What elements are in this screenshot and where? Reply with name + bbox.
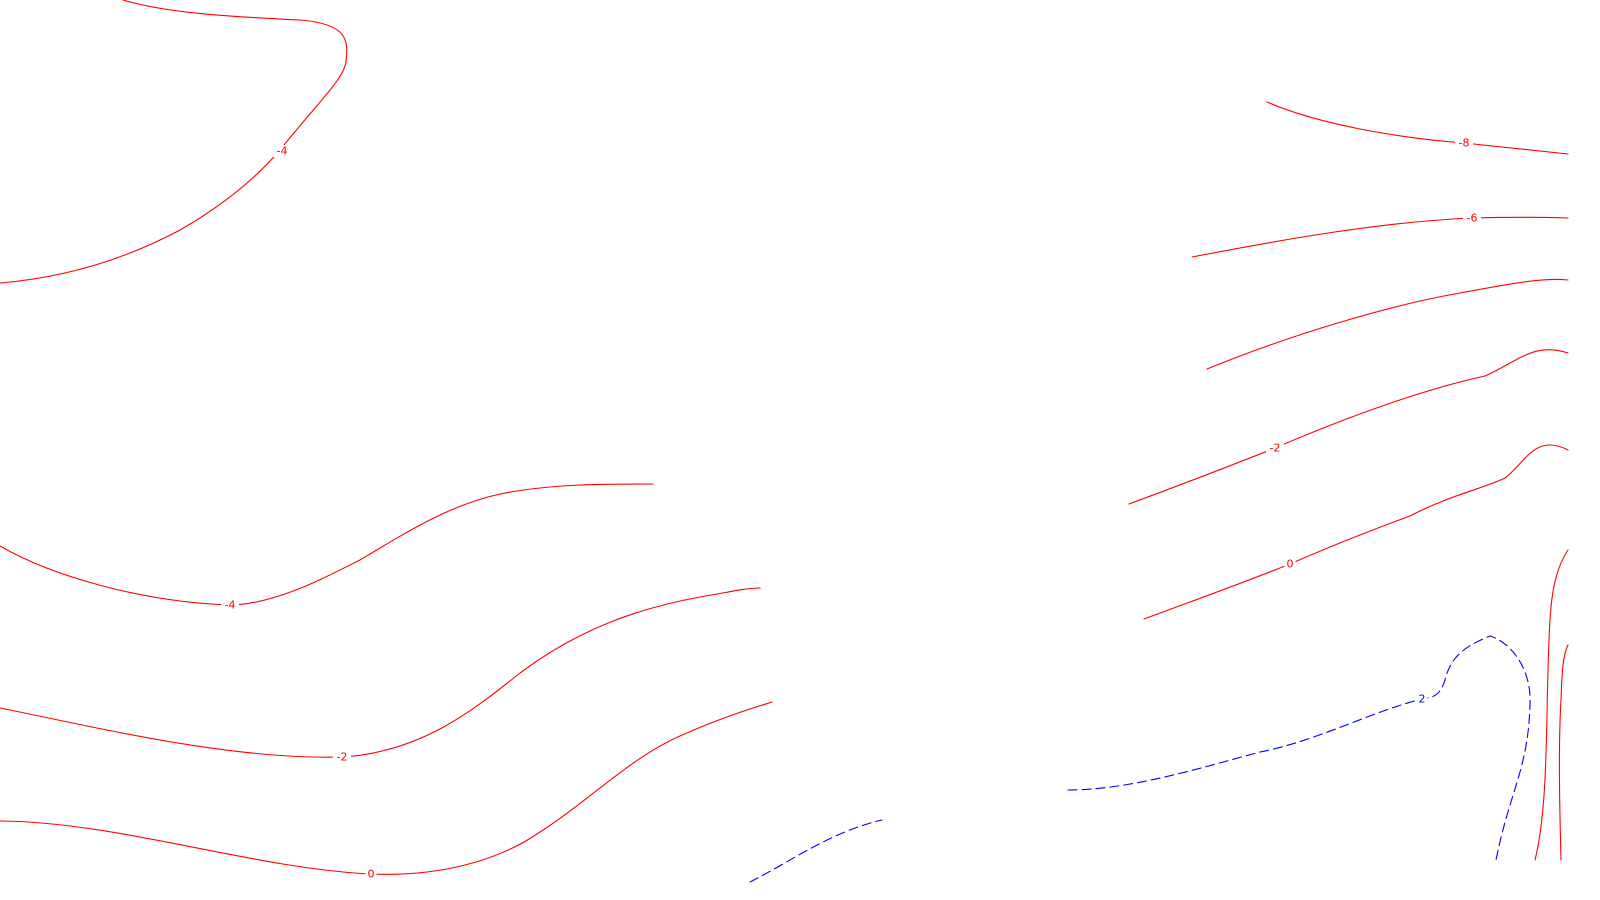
contour-label-bg [1455,137,1473,149]
contour-label-c-right-6: -6 [1467,212,1478,225]
contour-line-c-pos-bottom [749,819,883,883]
contour-label-bg [333,751,351,763]
contour-labels-layer: -4 -8 -6 -2 0 -4 -2 0 2 [221,137,1481,881]
contour-line-c-left-4 [0,483,654,606]
contour-line-c-right-2 [1128,349,1569,505]
contour-label-c-pos-2: 2 [1419,693,1426,706]
contour-label-c-left-2: -2 [337,751,348,764]
contour-label-bg [273,145,291,157]
contour-label-bg [1463,212,1481,224]
contour-line-c-pos-2 [1067,635,1531,861]
contour-line-c-right-6 [1191,216,1569,258]
contour-line-c-left-2 [0,587,761,758]
contour-label-bg [365,868,377,880]
contour-label-c-right-0: 0 [1287,558,1294,571]
contour-label-c-top-left: -4 [277,145,288,158]
contour-label-c-left-4: -4 [225,599,236,612]
contour-label-c-right-top-8: -8 [1459,137,1470,150]
contour-label-c-left-0: 0 [368,868,375,881]
contour-label-bg [221,599,239,611]
contour-line-c-left-0 [0,701,773,875]
contour-lines-layer [0,0,1569,883]
contour-label-bg [1284,558,1296,570]
contour-label-c-right-2: -2 [1270,442,1281,455]
contour-line-c-top-left [0,0,348,284]
contour-label-bg [1416,693,1428,705]
contour-label-bg [1266,442,1284,454]
contour-line-c-right-unlabeled [1206,278,1569,370]
contour-line-c-right-edge-b [1558,644,1569,861]
contour-line-c-right-edge-a [1534,549,1569,861]
contour-line-c-right-top-8 [1266,101,1569,155]
contour-line-c-right-0 [1143,444,1569,620]
